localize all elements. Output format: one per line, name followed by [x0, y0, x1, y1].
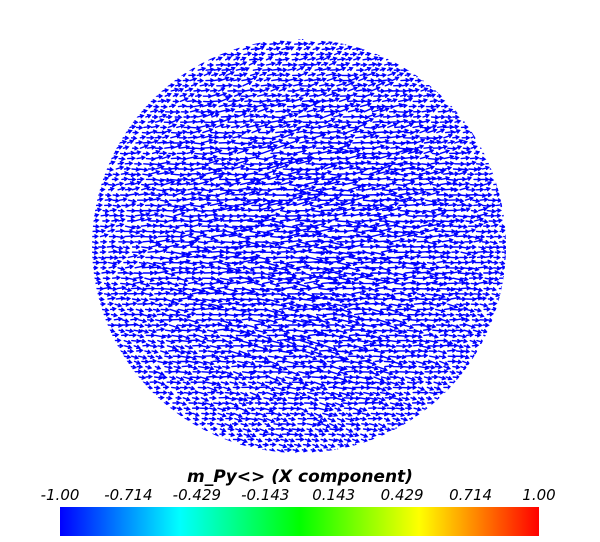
colorbar-tick-label: 0.714	[449, 486, 492, 504]
colorbar-tick-label: -0.714	[104, 486, 152, 504]
colorbar	[60, 507, 539, 536]
colorbar-tick-label: 0.143	[312, 486, 355, 504]
colorbar-title: m_Py<> (X component)	[187, 467, 413, 487]
colorbar-tick-labels: -1.00 -0.714 -0.429 -0.143 0.143 0.429 0.714 1.…	[41, 486, 556, 504]
colorbar-tick-label: 1.00	[522, 486, 555, 504]
colorbar-tick-label: -0.429	[173, 486, 221, 504]
colorbar-tick-label: 0.429	[381, 486, 424, 504]
colorbar-tick-label: -0.143	[241, 486, 289, 504]
arrow-glyphs	[92, 39, 506, 453]
sphere-glyph-field	[92, 39, 506, 453]
colorbar-tick-label: -1.00	[41, 486, 80, 504]
